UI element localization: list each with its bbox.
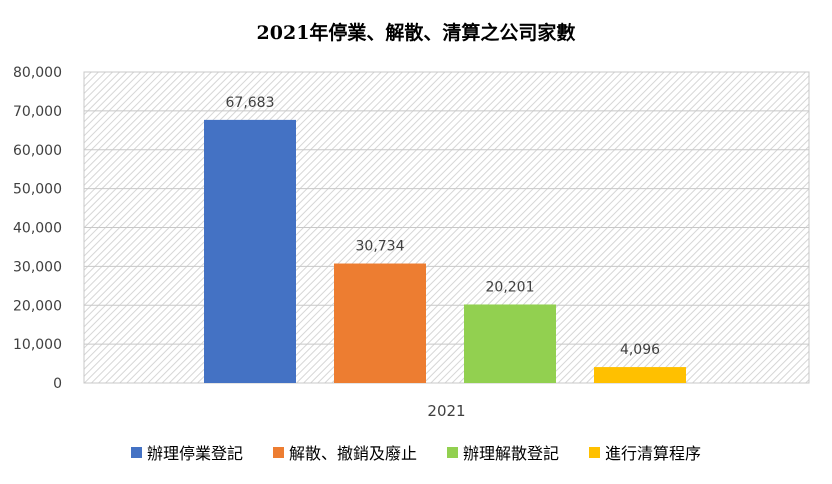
legend-item: 辦理解散登記 <box>447 440 559 464</box>
data-label: 67,683 <box>226 95 275 111</box>
y-tick-label: 10,000 <box>13 337 62 353</box>
x-tick-label: 2021 <box>427 402 465 420</box>
legend-label: 辦理停業登記 <box>146 444 243 463</box>
y-tick-label: 50,000 <box>13 182 62 198</box>
legend-item: 進行清算程序 <box>589 440 701 464</box>
chart-title: 2021年停業、解散、清算之公司家數 <box>256 22 576 44</box>
legend-swatch <box>589 446 601 458</box>
data-label: 30,734 <box>356 239 405 255</box>
y-tick-label: 20,000 <box>13 298 62 314</box>
legend-label: 解散、撤銷及廢止 <box>288 444 417 463</box>
legend-swatch <box>272 446 284 458</box>
legend-label: 進行清算程序 <box>605 444 702 463</box>
y-tick-label: 80,000 <box>13 65 62 81</box>
y-tick-label: 60,000 <box>13 143 62 159</box>
legend-item: 辦理停業登記 <box>130 440 243 464</box>
y-tick-label: 0 <box>53 376 62 392</box>
legend-label: 辦理解散登記 <box>463 444 560 463</box>
bar-4 <box>594 367 686 383</box>
bar-2 <box>334 263 426 383</box>
data-label: 20,201 <box>486 279 535 295</box>
bar-3 <box>464 304 556 383</box>
legend-swatch <box>447 446 458 458</box>
y-tick-label: 30,000 <box>13 259 62 275</box>
bar-1 <box>204 119 296 384</box>
chart-legend: 辦理停業登記 解散、撤銷及廢止 辦理解散登記 進行清算程序 <box>0 440 832 464</box>
y-tick-label: 40,000 <box>13 221 62 237</box>
y-tick-label: 70,000 <box>13 104 62 120</box>
legend-swatch <box>130 446 142 458</box>
legend-item: 解散、撤銷及廢止 <box>272 440 417 464</box>
data-label: 4,096 <box>620 342 660 358</box>
